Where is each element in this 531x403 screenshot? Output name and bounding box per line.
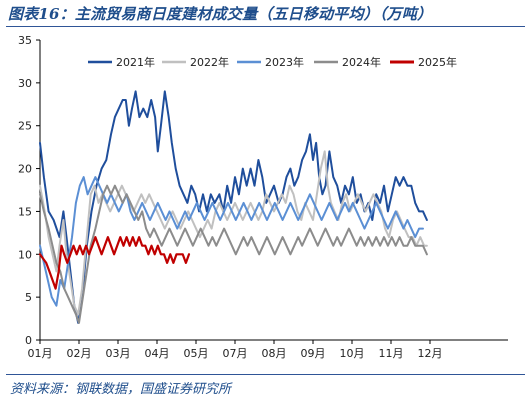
chart-series: [38, 90, 428, 324]
chart-axes: 0 5 10 15 20 25 30 35 01月 02月 03月 04月 05月 07月 08月 09月 10…: [18, 34, 508, 360]
y-tick-label: 25: [18, 120, 32, 133]
series-line-4: [39, 184, 428, 324]
x-tick-label: 11月: [379, 347, 404, 360]
y-tick-label: 20: [18, 163, 32, 176]
chart-legend: 2021年 2022年 2023年 2024年 2025年: [88, 55, 457, 69]
series-line-2: [39, 150, 428, 316]
y-tick-label: 15: [18, 205, 32, 218]
x-tick-label: 05月: [184, 347, 209, 360]
source-note: 资料来源：钢联数据，国盛证券研究所: [10, 382, 232, 397]
x-tick-label: 03月: [106, 347, 131, 360]
title-underline: [6, 26, 525, 27]
x-tick-label: 04月: [145, 347, 170, 360]
x-tick-label: 08月: [262, 347, 287, 360]
series-line-5: [38, 236, 191, 290]
legend-label: 2022年: [190, 55, 229, 69]
x-tick-label: 07月: [223, 347, 248, 360]
series-line-3: [39, 176, 424, 307]
x-tick-label: 09月: [301, 347, 326, 360]
legend-label: 2024年: [342, 55, 381, 69]
y-tick-label: 30: [18, 77, 32, 90]
legend-label: 2023年: [265, 55, 304, 69]
chart-title: 图表16：主流贸易商日度建材成交量（五日移动平均）（万吨）: [8, 5, 433, 23]
source-divider: [6, 374, 525, 375]
x-tick-label: 10月: [340, 347, 365, 360]
legend-label: 2021年: [116, 55, 155, 69]
y-tick-label: 35: [18, 34, 32, 47]
y-tick-label: 10: [18, 248, 32, 261]
y-tick-label: 0: [25, 334, 32, 347]
x-tick-label: 02月: [67, 347, 92, 360]
legend-label: 2025年: [418, 55, 457, 69]
x-tick-label: 01月: [28, 347, 53, 360]
y-tick-label: 5: [25, 291, 32, 304]
x-tick-label: 12月: [418, 347, 443, 360]
